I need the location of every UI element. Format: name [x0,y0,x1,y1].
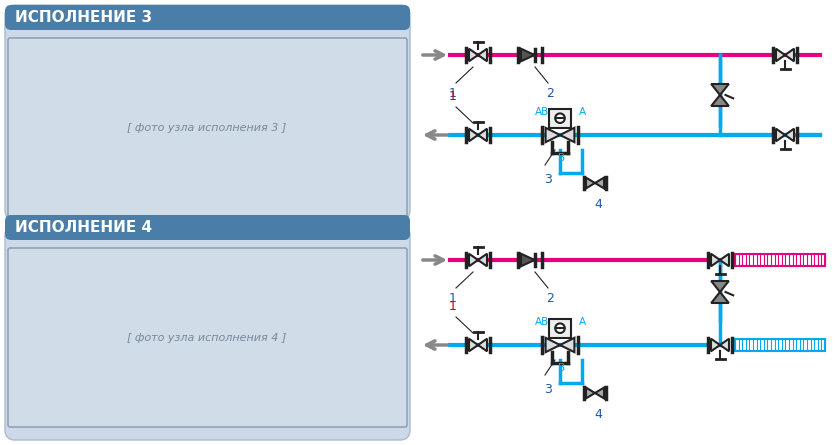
Polygon shape [720,339,729,351]
Polygon shape [785,129,794,142]
Polygon shape [711,292,729,303]
Polygon shape [711,339,720,351]
Text: 1: 1 [449,90,457,103]
FancyBboxPatch shape [5,225,410,440]
Polygon shape [478,49,487,61]
Polygon shape [469,254,478,266]
Polygon shape [469,49,478,61]
Polygon shape [711,281,729,292]
Text: ИСПОЛНЕНИЕ 4: ИСПОЛНЕНИЕ 4 [15,221,153,235]
Text: A: A [578,317,586,327]
Text: [ фото узла исполнения 4 ]: [ фото узла исполнения 4 ] [127,333,287,343]
Text: 1: 1 [449,300,457,313]
Polygon shape [521,254,535,266]
FancyBboxPatch shape [549,109,571,128]
Text: B: B [558,153,566,163]
Bar [735,339,825,351]
Text: 3: 3 [544,383,552,396]
Text: 3: 3 [544,173,552,186]
Bar [735,254,825,266]
Text: 2: 2 [546,87,554,100]
Polygon shape [546,338,560,352]
FancyBboxPatch shape [5,5,410,220]
Polygon shape [595,178,604,188]
Polygon shape [776,49,785,61]
FancyBboxPatch shape [549,319,571,338]
Text: AB: AB [535,317,549,327]
Polygon shape [469,129,478,142]
FancyBboxPatch shape [8,248,407,427]
FancyBboxPatch shape [5,215,410,240]
Text: 1: 1 [449,87,457,100]
Polygon shape [560,338,574,352]
Circle shape [556,113,565,123]
Polygon shape [711,84,729,95]
Text: AB: AB [535,107,549,117]
FancyBboxPatch shape [5,5,410,30]
Polygon shape [586,388,595,398]
Text: ИСПОЛНЕНИЕ 3: ИСПОЛНЕНИЕ 3 [15,11,153,25]
Polygon shape [595,388,604,398]
FancyBboxPatch shape [8,38,407,217]
Polygon shape [711,254,720,266]
Polygon shape [560,128,574,142]
Polygon shape [478,254,487,266]
Polygon shape [586,178,595,188]
Polygon shape [711,95,729,106]
Polygon shape [546,128,560,142]
Text: 4: 4 [594,198,602,211]
Text: 4: 4 [594,408,602,421]
Text: A: A [578,107,586,117]
Polygon shape [785,49,794,61]
Text: 2: 2 [546,292,554,305]
Text: [ фото узла исполнения 3 ]: [ фото узла исполнения 3 ] [127,123,287,133]
Circle shape [556,324,565,333]
Text: 1: 1 [449,292,457,305]
Polygon shape [478,129,487,142]
Polygon shape [478,339,487,351]
Polygon shape [521,49,535,61]
Polygon shape [776,129,785,142]
Text: B: B [558,363,566,373]
Polygon shape [469,339,478,351]
Polygon shape [720,254,729,266]
